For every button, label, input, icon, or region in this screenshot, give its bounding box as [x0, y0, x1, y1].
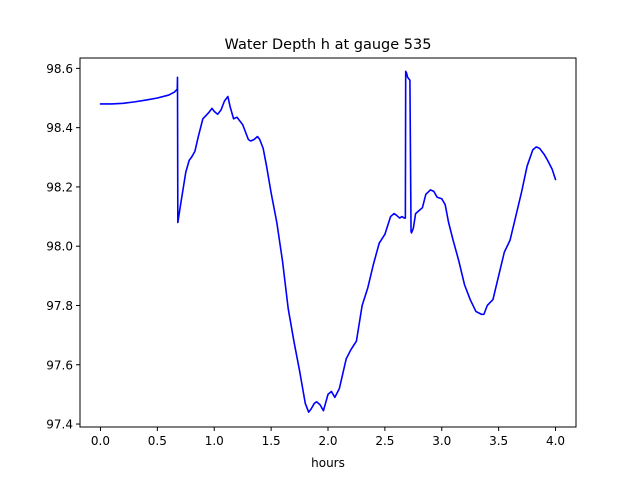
x-axis: 0.0 0.5 1.0 1.5 2.0 2.5 3.0 3.5 4.0 [91, 427, 565, 448]
plot-area [80, 58, 576, 427]
x-tick-label: 0.0 [91, 434, 110, 448]
y-tick-label: 98.6 [46, 62, 73, 76]
x-tick-label: 4.0 [546, 434, 565, 448]
plot-background [80, 58, 576, 427]
x-tick-label: 3.0 [432, 434, 451, 448]
x-tick-label: 0.5 [148, 434, 167, 448]
y-tick-label: 98.0 [46, 240, 73, 254]
y-tick-label: 98.2 [46, 180, 73, 194]
x-tick-label: 1.5 [262, 434, 281, 448]
y-tick-label: 98.4 [46, 121, 73, 135]
y-tick-label: 97.4 [46, 418, 73, 432]
x-tick-label: 2.0 [318, 434, 337, 448]
series-layer [99, 70, 557, 413]
y-tick-label: 97.8 [46, 299, 73, 313]
y-tick-label: 97.6 [46, 358, 73, 372]
x-tick-label: 1.0 [205, 434, 224, 448]
y-axis: 97.4 97.6 97.8 98.0 98.2 98.4 98.6 [46, 62, 80, 432]
series-line-0 [99, 70, 557, 413]
x-tick-label: 3.5 [489, 434, 508, 448]
x-tick-label: 2.5 [375, 434, 394, 448]
x-axis-title: hours [311, 456, 345, 470]
chart-title: Water Depth h at gauge 535 [225, 37, 432, 53]
